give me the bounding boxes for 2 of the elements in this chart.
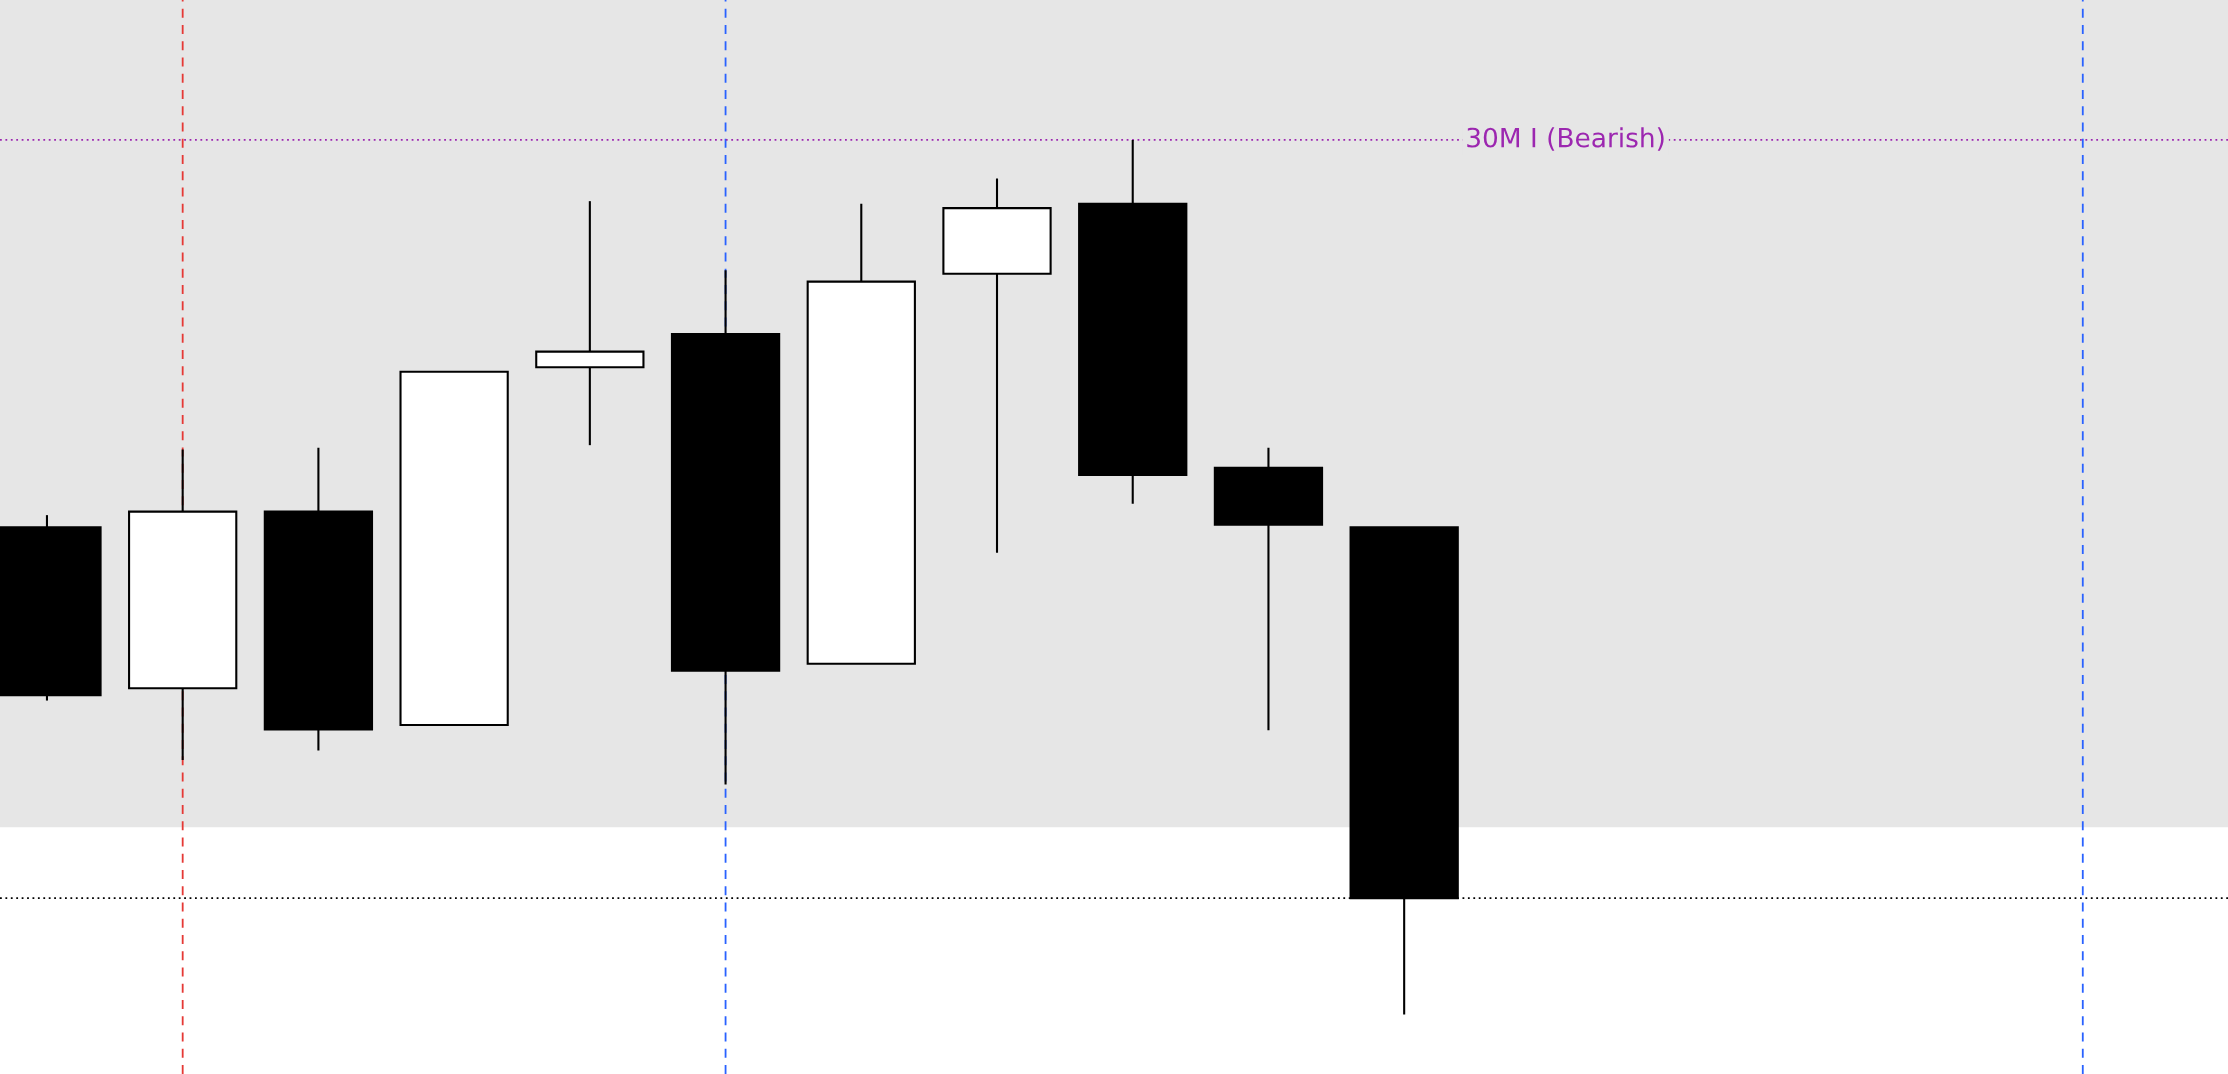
candlestick (535, 200, 645, 447)
ref-line-label: 30M I (Bearish) (1467, 127, 1664, 151)
